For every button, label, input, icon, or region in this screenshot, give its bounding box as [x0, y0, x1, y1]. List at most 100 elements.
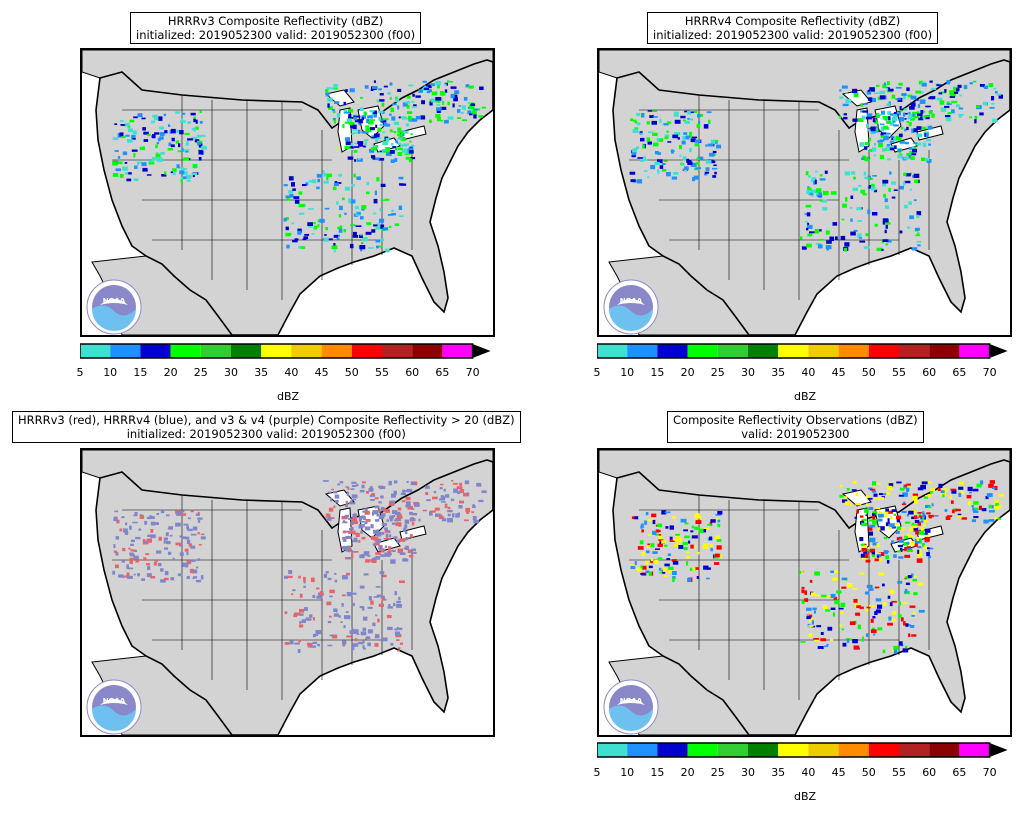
noaa-logo-text: NOAA	[103, 697, 126, 705]
colorbar-tick-label: 65	[435, 366, 450, 379]
colorbar-tick-label: 5	[76, 366, 84, 379]
colorbar-tick-label: 70	[982, 766, 997, 779]
colorbar	[80, 343, 493, 359]
reflectivity-echoes	[112, 480, 487, 653]
colorbar-extend-arrow	[989, 344, 1008, 358]
colorbar-tick-label: 55	[892, 366, 906, 379]
colorbar-segment	[110, 344, 141, 358]
colorbar-tick-label: 5	[593, 366, 601, 379]
colorbar-tick-label: 65	[952, 766, 967, 779]
colorbar-segment	[321, 344, 352, 358]
noaa-logo-icon: NOAA	[86, 279, 142, 335]
colorbar-segment	[778, 743, 809, 757]
noaa-logo-text: NOAA	[620, 697, 643, 705]
colorbar-segment	[231, 344, 262, 358]
colorbar-tick-label: 50	[344, 366, 359, 379]
colorbar-segment	[382, 344, 413, 358]
colorbar-label: dBZ	[276, 390, 300, 403]
colorbar-tick-label: 60	[922, 766, 937, 779]
colorbar-segment	[959, 344, 990, 358]
colorbar-tick-label: 25	[710, 766, 725, 779]
colorbar-tick-label: 70	[465, 366, 480, 379]
colorbar-label: dBZ	[793, 390, 817, 403]
colorbar-segment	[627, 344, 658, 358]
noaa-logo-text: NOAA	[620, 297, 643, 305]
colorbar-tick-label: 30	[741, 766, 755, 779]
colorbar-tick-label: 35	[254, 366, 269, 379]
colorbar-tick-label: 25	[710, 366, 725, 379]
colorbar-tick-label: 65	[952, 366, 967, 379]
map-frame: NOAA	[80, 448, 495, 737]
noaa-logo-text: NOAA	[103, 297, 126, 305]
colorbar-tick-label: 45	[831, 366, 846, 379]
colorbar-svg	[597, 343, 1008, 359]
colorbar-segment	[899, 344, 930, 358]
colorbar-segment	[959, 743, 990, 757]
colorbar-segment	[929, 344, 960, 358]
colorbar-tick-label: 70	[982, 366, 997, 379]
panel-title: HRRRv3 (red), HRRRv4 (blue), and v3 & v4…	[12, 411, 521, 443]
colorbar-segment	[657, 344, 688, 358]
colorbar	[597, 742, 1010, 758]
noaa-logo-icon: NOAA	[603, 679, 659, 735]
colorbar-segment	[200, 344, 231, 358]
colorbar-tick-label: 60	[922, 366, 937, 379]
colorbar-segment	[597, 743, 628, 757]
colorbar-extend-arrow	[472, 344, 491, 358]
colorbar-tick-label: 25	[193, 366, 208, 379]
colorbar-tick-label: 40	[801, 366, 816, 379]
noaa-logo-icon: NOAA	[86, 679, 142, 735]
map-frame: NOAA	[80, 48, 495, 337]
colorbar-segment	[627, 743, 658, 757]
state-borders	[629, 495, 930, 700]
colorbar-tick-label: 35	[771, 366, 786, 379]
colorbar-segment	[291, 344, 322, 358]
colorbar-svg	[80, 343, 491, 359]
colorbar-tick-label: 40	[801, 766, 816, 779]
colorbar-segment	[748, 344, 779, 358]
colorbar-tick-label: 20	[680, 766, 695, 779]
panel-title: Composite Reflectivity Observations (dBZ…	[667, 411, 924, 443]
colorbar-tick-label: 55	[375, 366, 389, 379]
colorbar-tick-label: 30	[741, 366, 755, 379]
colorbar-tick-label: 15	[650, 766, 665, 779]
colorbar-segment	[140, 344, 171, 358]
colorbar-segment	[929, 743, 960, 757]
colorbar-segment	[838, 743, 869, 757]
colorbar-label: dBZ	[793, 790, 817, 803]
colorbar-segment	[808, 743, 839, 757]
colorbar-tick-label: 15	[650, 366, 665, 379]
colorbar-tick-label: 50	[861, 766, 876, 779]
colorbar-tick-label: 55	[892, 766, 906, 779]
colorbar-tick-label: 20	[163, 366, 178, 379]
colorbar-segment	[808, 344, 839, 358]
great-lake	[841, 489, 872, 507]
colorbar-tick-label: 10	[620, 766, 635, 779]
map-frame: NOAA	[597, 448, 1012, 737]
reflectivity-echoes	[112, 80, 486, 253]
colorbar-segment	[748, 743, 779, 757]
colorbar-tick-label: 35	[771, 766, 786, 779]
colorbar-extend-arrow	[989, 743, 1008, 757]
map-svg: NOAA	[599, 50, 1010, 335]
colorbar-segment	[687, 743, 718, 757]
colorbar-tick-label: 20	[680, 366, 695, 379]
map-svg: NOAA	[82, 50, 493, 335]
colorbar-segment	[717, 743, 748, 757]
colorbar-tick-label: 10	[620, 366, 635, 379]
panel-title: HRRRv3 Composite Reflectivity (dBZ) init…	[130, 12, 422, 44]
colorbar-segment	[261, 344, 292, 358]
colorbar-tick-label: 45	[314, 366, 329, 379]
colorbar-segment	[717, 344, 748, 358]
colorbar-tick-label: 60	[405, 366, 420, 379]
colorbar-svg	[597, 742, 1008, 758]
colorbar-segment	[351, 344, 382, 358]
colorbar-segment	[899, 743, 930, 757]
noaa-logo-icon: NOAA	[603, 279, 659, 335]
colorbar-segment	[868, 743, 899, 757]
colorbar-segment	[868, 344, 899, 358]
colorbar-segment	[412, 344, 443, 358]
great-lake	[399, 525, 427, 541]
colorbar-segment	[838, 344, 869, 358]
colorbar-segment	[687, 344, 718, 358]
